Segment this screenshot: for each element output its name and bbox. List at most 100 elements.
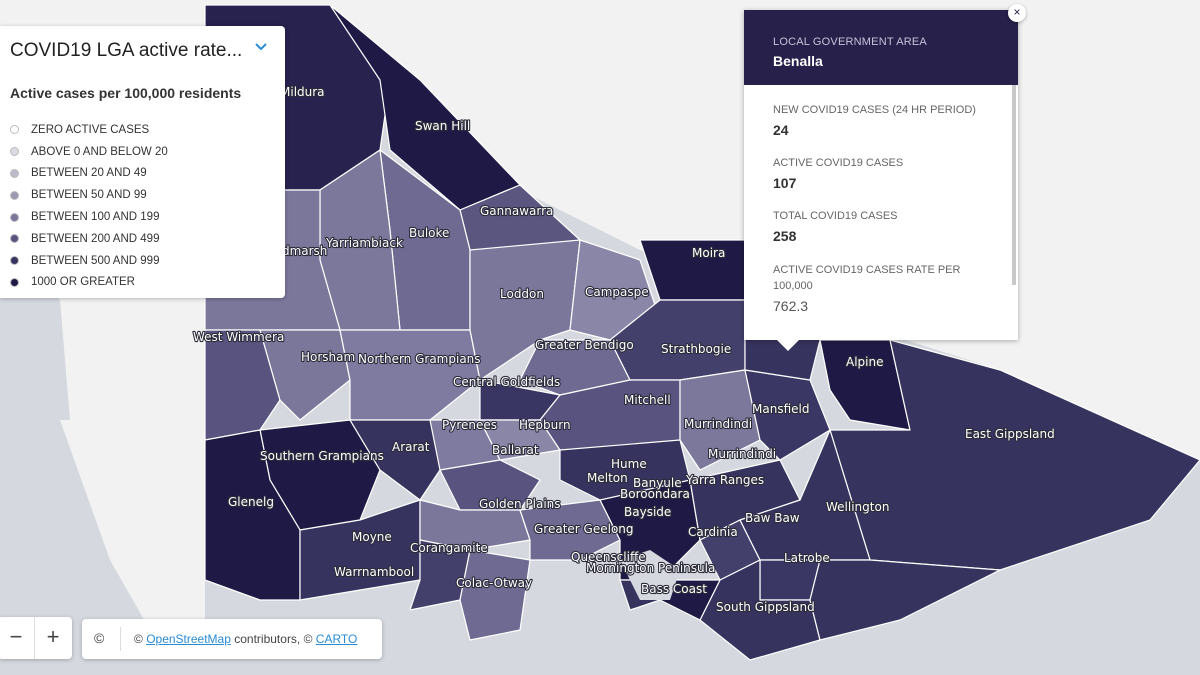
map-label: Melton xyxy=(587,471,628,485)
map-label: Yarriambiack xyxy=(325,236,403,250)
legend-swatch xyxy=(10,147,19,157)
map-label: Bass Coast xyxy=(641,582,707,596)
legend-swatch xyxy=(10,190,19,200)
map-label: Greater Geelong xyxy=(534,522,634,536)
legend-swatch xyxy=(10,125,19,135)
legend-item: BETWEEN 500 AND 999 xyxy=(10,250,168,272)
popup-tip xyxy=(776,339,800,351)
map-label: Northern Grampians xyxy=(358,352,481,366)
map-label: Ararat xyxy=(392,440,430,454)
map-label: Latrobe xyxy=(784,551,830,565)
lga-alpine[interactable] xyxy=(819,339,911,431)
legend-swatch xyxy=(10,212,19,222)
map-label: Warrnambool xyxy=(334,565,414,579)
map-label: Horsham xyxy=(301,350,355,364)
map-label: Moyne xyxy=(352,530,392,544)
map-label: Alpine xyxy=(846,355,883,369)
map-label: Mitchell xyxy=(624,393,671,407)
attribution-text: © OpenStreetMap contributors, © CARTO xyxy=(134,632,357,646)
legend-swatch xyxy=(10,234,19,244)
popup-field-new-cases: NEW COVID19 CASES (24 HR PERIOD) 24 xyxy=(773,102,988,138)
map-label: West Wimmera xyxy=(193,330,284,344)
carto-link[interactable]: CARTO xyxy=(315,632,358,646)
field-value: 24 xyxy=(773,122,789,138)
legend-item-label: BETWEEN 200 AND 499 xyxy=(31,232,160,245)
map-label: Pyrenees xyxy=(442,418,497,432)
legend-item-label: BETWEEN 20 AND 49 xyxy=(31,167,147,180)
legend-item: 1000 OR GREATER xyxy=(10,272,168,294)
lga-wellington[interactable] xyxy=(809,559,1001,641)
map-label: Banyule xyxy=(633,476,682,490)
popup-header-label: LOCAL GOVERNMENT AREA xyxy=(773,36,927,48)
close-icon[interactable]: × xyxy=(1008,4,1026,22)
legend-item-label: 1000 OR GREATER xyxy=(31,276,135,289)
popup-scrollbar[interactable] xyxy=(1012,85,1016,285)
map-label: Central Goldfields xyxy=(453,375,560,389)
legend-item-label: ZERO ACTIVE CASES xyxy=(31,123,150,136)
field-label: ACTIVE COVID19 CASES RATE PER 100,000 xyxy=(773,264,961,292)
divider xyxy=(120,627,121,651)
attribution-middle: contributors, © xyxy=(230,632,316,646)
map-label: Gannawarra xyxy=(480,204,553,218)
lga-west-wimmera[interactable] xyxy=(204,329,281,441)
field-label: TOTAL COVID19 CASES xyxy=(773,210,898,222)
map-label: Campaspe xyxy=(585,285,649,299)
map-label: Golden Plains xyxy=(479,497,561,511)
map-label: Queenscliffe xyxy=(571,550,646,564)
zoom-controls: − + xyxy=(0,617,72,659)
map-label: Mildura xyxy=(280,85,325,99)
map-label: Southern Grampians xyxy=(260,449,384,463)
field-value: 762.3 xyxy=(773,298,809,314)
lga-ararat[interactable] xyxy=(349,419,441,501)
map-label: Glenelg xyxy=(228,495,274,509)
lga-corangamite[interactable] xyxy=(409,539,471,611)
popup-field-total-cases: TOTAL COVID19 CASES 258 xyxy=(773,208,988,244)
map-label: Colac-Otway xyxy=(456,576,532,590)
zoom-in-button[interactable]: + xyxy=(46,624,60,649)
legend-swatch xyxy=(10,256,19,266)
legend-list: ZERO ACTIVE CASES ABOVE 0 AND BELOW 20 BET… xyxy=(10,119,168,293)
copyright-icon[interactable]: © xyxy=(94,630,105,646)
map-label: Mornington Peninsula xyxy=(586,561,715,575)
map-label: Baw Baw xyxy=(745,511,800,525)
map-label: South Gippsland xyxy=(716,600,815,614)
legend-item: BETWEEN 100 AND 199 xyxy=(10,206,168,228)
legend-swatch xyxy=(10,168,19,178)
map-label: Buloke xyxy=(409,226,449,240)
map-label: Moira xyxy=(692,246,725,260)
map-label: Murrindindi xyxy=(708,447,776,461)
popup-field-active-rate: ACTIVE COVID19 CASES RATE PER 100,000 76… xyxy=(773,262,988,314)
popup-header-value: Benalla xyxy=(773,53,823,69)
field-value: 258 xyxy=(773,228,797,244)
osm-link[interactable]: OpenStreetMap xyxy=(146,632,231,646)
field-value: 107 xyxy=(773,175,797,191)
map-label: Boroondara xyxy=(620,487,690,501)
popup-field-active-cases: ACTIVE COVID19 CASES 107 xyxy=(773,155,988,191)
lga-colac-otway[interactable] xyxy=(459,549,531,641)
legend-item: BETWEEN 20 AND 49 xyxy=(10,163,168,185)
map-label: Wellington xyxy=(826,500,889,514)
field-label: NEW COVID19 CASES (24 HR PERIOD) xyxy=(773,104,976,116)
port-phillip-bay xyxy=(620,550,680,600)
legend-item-label: ABOVE 0 AND BELOW 20 xyxy=(31,145,168,158)
legend-item: BETWEEN 200 AND 499 xyxy=(10,228,168,250)
map-label: Murrindindi xyxy=(684,417,752,431)
zoom-out-button[interactable]: − xyxy=(9,624,23,649)
lga-ballarat[interactable] xyxy=(439,459,541,511)
map-label: Loddon xyxy=(500,287,544,301)
map-labels: Mildura Swan Hill Gannawarra Buloke Yarr… xyxy=(192,84,1056,615)
lga-murrindindi[interactable] xyxy=(679,369,761,471)
map-label: Corangamite xyxy=(410,541,488,555)
lga-horsham[interactable] xyxy=(259,329,351,421)
lga-popup: LOCAL GOVERNMENT AREA Benalla × NEW COVI… xyxy=(744,4,1026,340)
map-label: Bayside xyxy=(624,505,671,519)
legend-title[interactable]: COVID19 LGA active rate... xyxy=(10,40,243,61)
attribution-prefix: © xyxy=(134,632,147,646)
map-label: Strathbogie xyxy=(661,342,731,356)
map-label: Cardinia xyxy=(688,525,738,539)
legend-swatch xyxy=(10,277,19,287)
legend-item-label: BETWEEN 500 AND 999 xyxy=(31,254,160,267)
chevron-down-icon[interactable] xyxy=(254,40,268,54)
legend-item: ABOVE 0 AND BELOW 20 xyxy=(10,141,168,163)
legend-subtitle: Active cases per 100,000 residents xyxy=(10,85,242,101)
